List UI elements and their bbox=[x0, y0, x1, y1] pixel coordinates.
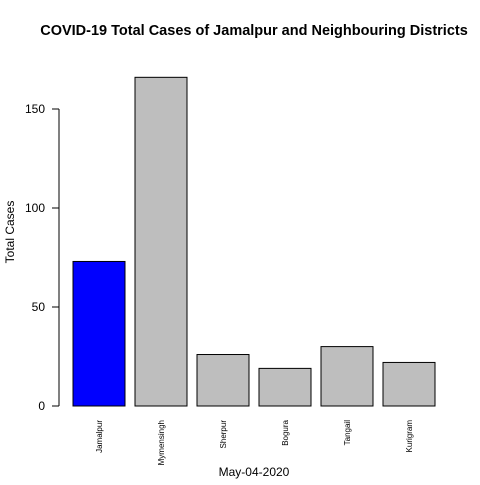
y-tick-label: 50 bbox=[32, 300, 46, 314]
x-tick-label: Tangail bbox=[343, 420, 352, 446]
bar-sherpur bbox=[196, 354, 250, 407]
bar-mymensingh bbox=[134, 76, 188, 407]
y-tick-label: 150 bbox=[25, 102, 45, 116]
category-labels: Jamalpur Mymensingh Sherpur Bogura Tangail Ku… bbox=[95, 419, 414, 465]
chart-title: COVID-19 Total Cases of Jamalpur and Nei… bbox=[40, 23, 468, 39]
y-tick-label: 100 bbox=[25, 201, 45, 215]
bar-kurigram bbox=[382, 361, 436, 407]
bars bbox=[72, 76, 436, 407]
x-tick-label: Kurigram bbox=[405, 420, 414, 453]
y-axis: 0 50 100 150 bbox=[25, 102, 60, 413]
x-tick-label: Bogura bbox=[281, 419, 290, 445]
x-tick-label: Jamalpur bbox=[95, 420, 104, 453]
bar-jamalpur bbox=[72, 260, 126, 407]
bar-bogura bbox=[258, 367, 312, 407]
x-tick-label: Mymensingh bbox=[157, 420, 166, 465]
y-tick-label: 0 bbox=[38, 399, 45, 413]
y-axis-label: Total Cases bbox=[3, 201, 17, 264]
bar-tangail bbox=[320, 346, 374, 407]
x-tick-label: Sherpur bbox=[219, 420, 228, 449]
x-axis-label: May-04-2020 bbox=[219, 465, 290, 479]
